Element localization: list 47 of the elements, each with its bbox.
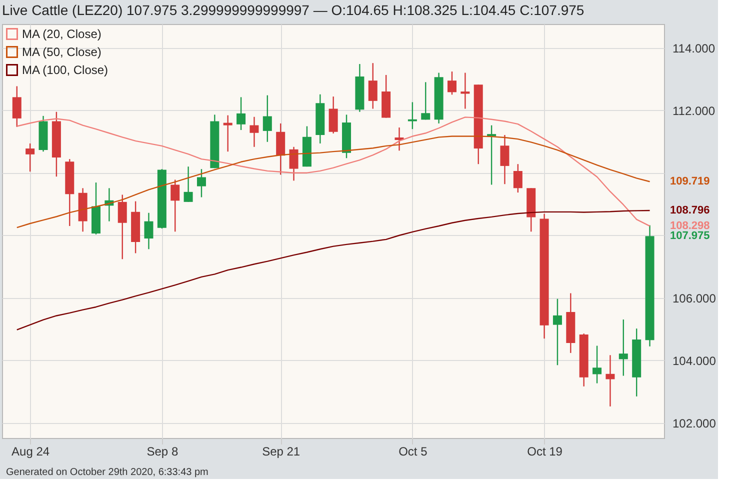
candlestick xyxy=(447,70,456,96)
candlestick xyxy=(196,168,206,198)
candlestick xyxy=(368,62,378,110)
candlestick xyxy=(606,354,615,408)
x-tick-label: Sep 21 xyxy=(262,444,300,458)
y-tick-label: 102.000 xyxy=(672,416,716,430)
candlestick xyxy=(618,318,628,376)
candlestick xyxy=(487,124,496,186)
candlestick xyxy=(118,194,127,260)
text: 109.719 xyxy=(670,176,710,188)
candlestick xyxy=(500,134,510,185)
chart-title: Live Cattle (LEZ20) 107.975 3.299999999999997 — O:104.65 H:108.325 L:104.45 C:107.975 xyxy=(2,2,584,18)
candlestick xyxy=(552,298,562,366)
legend-label: MA (50, Close) xyxy=(22,45,102,59)
candlestick xyxy=(460,72,470,110)
y-tick-label: 114.000 xyxy=(672,41,716,56)
candlestick xyxy=(184,166,193,203)
x-tick-label: Sep 8 xyxy=(146,444,178,458)
text: Generated on October 29th 2020, 6:33:43 pm xyxy=(6,467,208,478)
candlestick xyxy=(26,142,35,172)
y-tick-label: 104.000 xyxy=(672,354,716,368)
candlestick xyxy=(144,212,154,250)
candlestick xyxy=(236,96,246,131)
line-series xyxy=(16,136,650,228)
line-series xyxy=(16,116,650,227)
candlestick xyxy=(170,179,180,232)
line-series xyxy=(16,210,650,330)
text: 108.796 xyxy=(670,204,710,216)
x-tick-label: Oct 19 xyxy=(527,444,563,458)
candlestick xyxy=(328,96,338,134)
candlestick xyxy=(262,94,272,142)
legend-label: MA (100, Close) xyxy=(22,63,108,77)
x-tick-label: Aug 24 xyxy=(12,444,50,458)
candlestick xyxy=(250,116,259,148)
legend-label: MA (20, Close) xyxy=(22,27,102,41)
candlestick xyxy=(276,122,286,176)
y-tick-label: 112.000 xyxy=(672,104,716,118)
candlestick xyxy=(592,345,602,384)
text: 107.975 xyxy=(670,230,710,242)
y-tick-label: 106.000 xyxy=(672,291,716,306)
candlestick xyxy=(223,114,232,152)
candlestick xyxy=(513,163,522,194)
text: 108.298 xyxy=(670,220,710,232)
candlestick xyxy=(421,82,430,120)
x-tick-label: Oct 5 xyxy=(398,444,428,458)
candlestick xyxy=(12,86,22,128)
candlestick xyxy=(289,146,298,182)
